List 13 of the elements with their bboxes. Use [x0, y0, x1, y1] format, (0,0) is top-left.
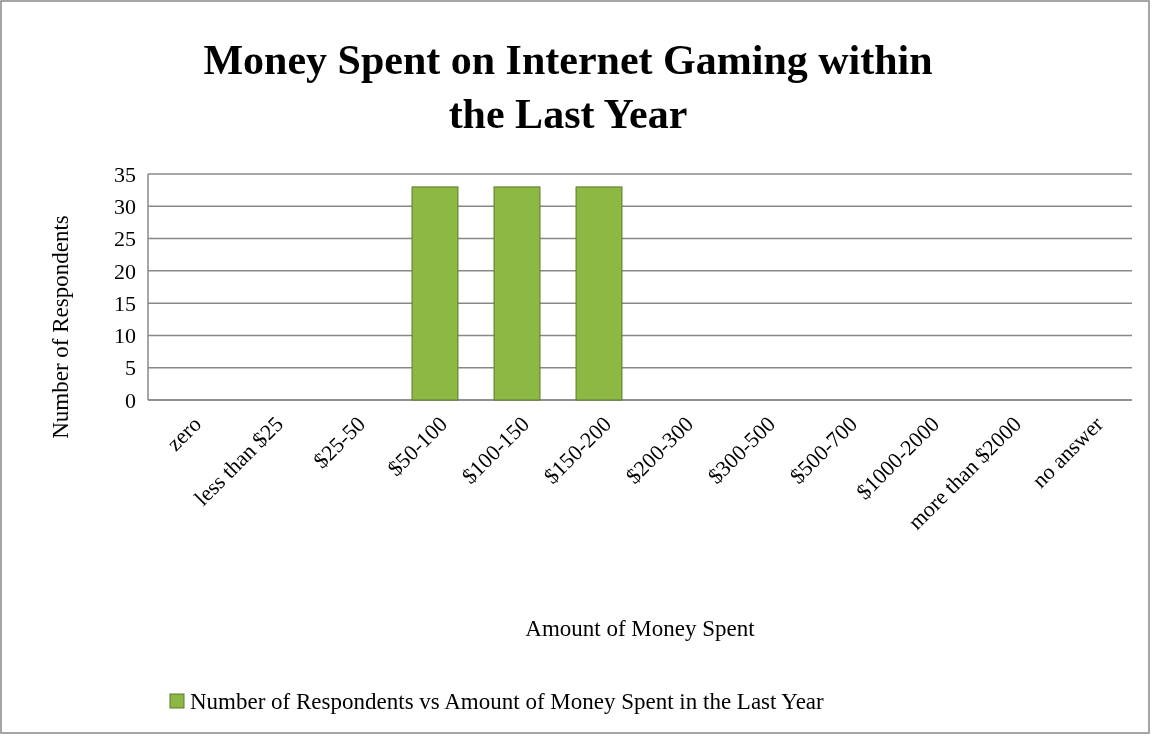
y-tick-label: 10: [114, 323, 136, 349]
y-tick-label: 35: [114, 161, 136, 187]
y-tick-label: 20: [114, 258, 136, 284]
y-tick-label: 0: [125, 387, 136, 413]
y-tick-label: 15: [114, 290, 136, 316]
chart-title: Money Spent on Internet Gaming within the Last Year: [203, 37, 933, 137]
y-tick-label: 30: [114, 193, 136, 219]
y-axis-title: Number of Respondents: [48, 215, 73, 439]
y-tick-label: 25: [114, 226, 136, 252]
x-axis-title: Amount of Money Spent: [525, 616, 756, 641]
y-tick-label: 5: [125, 355, 136, 381]
legend-label: Number of Respondents vs Amount of Money Spent in the Last Year: [190, 689, 825, 715]
x-tick-label: zero: [161, 411, 206, 456]
